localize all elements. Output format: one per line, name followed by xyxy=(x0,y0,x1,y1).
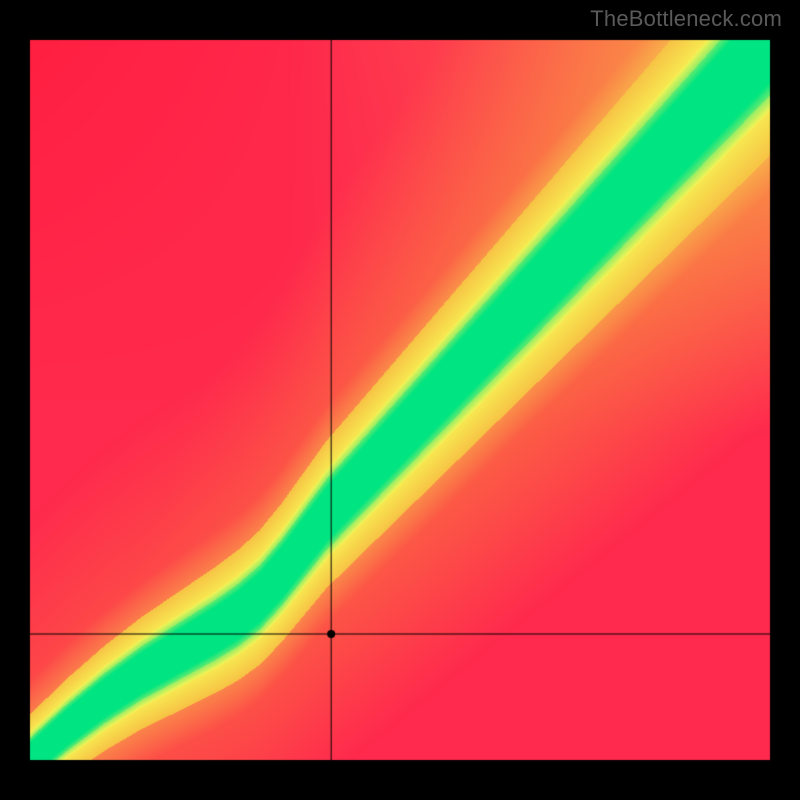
bottleneck-heatmap-canvas xyxy=(0,0,800,800)
watermark-text: TheBottleneck.com xyxy=(590,6,782,32)
chart-container: TheBottleneck.com xyxy=(0,0,800,800)
